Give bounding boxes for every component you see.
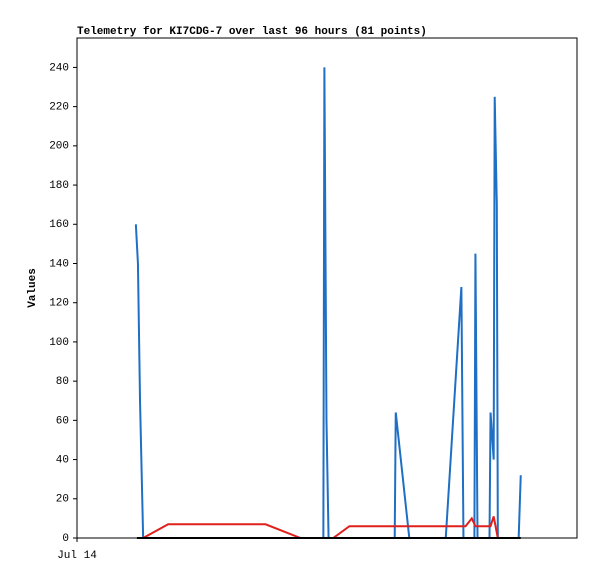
y-tick-label: 40	[56, 454, 69, 466]
y-tick-label: 220	[49, 102, 69, 114]
y-tick-label: 180	[49, 180, 69, 192]
chart-title: Telemetry for KI7CDG-7 over last 96 hour…	[77, 26, 427, 38]
y-tick-label: 160	[49, 219, 69, 231]
y-tick-label: 120	[49, 298, 69, 310]
series-line	[142, 516, 499, 539]
y-tick-label: 60	[56, 415, 69, 427]
y-tick-label: 80	[56, 376, 69, 388]
y-tick-label: 140	[49, 258, 69, 270]
series-line	[134, 67, 522, 539]
x-tick-label: Jul 14	[57, 550, 97, 562]
y-tick-label: 20	[56, 494, 69, 506]
y-tick-label: 100	[49, 337, 69, 349]
y-axis-label: Values	[27, 268, 39, 308]
y-tick-label: 0	[62, 533, 69, 545]
y-tick-label: 240	[49, 62, 69, 74]
y-tick-label: 200	[49, 141, 69, 153]
